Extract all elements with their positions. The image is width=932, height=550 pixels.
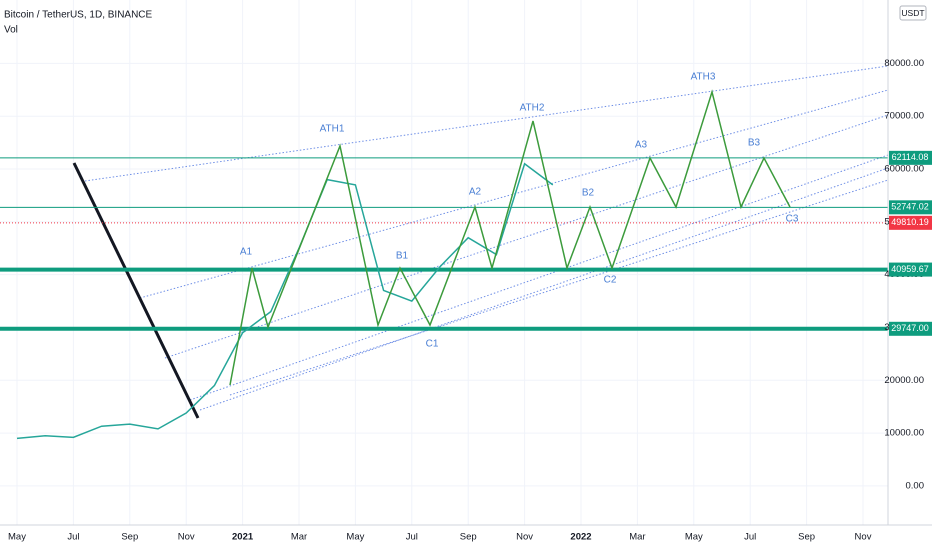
currency-badge[interactable]: [899, 5, 927, 21]
x-tick-label: Jul: [67, 532, 79, 543]
annotation: ATH3: [691, 72, 716, 83]
levels: [0, 157, 888, 331]
x-tick-label: Sep: [460, 532, 477, 543]
x-tick-label: Mar: [291, 532, 307, 543]
y-tick-label: 60000.00: [884, 164, 924, 175]
x-tick-label: Sep: [798, 532, 815, 543]
y-tick-label: 80000.00: [884, 58, 924, 69]
x-tick-label: May: [685, 532, 703, 543]
x-tick-label: May: [346, 532, 364, 543]
annotation: C1: [426, 339, 439, 350]
level-badge: [889, 262, 932, 277]
trend-line: [72, 162, 200, 419]
x-tick-label: May: [8, 532, 26, 543]
annotation: ATH1: [320, 124, 345, 135]
annotation: A2: [469, 187, 482, 198]
x-tick-label: Nov: [516, 532, 533, 543]
annotation: B3: [748, 138, 761, 149]
x-tick-label: Sep: [121, 532, 138, 543]
currency: USDT: [901, 8, 924, 18]
x-tick-label: Jul: [744, 532, 756, 543]
y-tick-label: 20000.00: [884, 375, 924, 386]
annotation: ATH2: [520, 103, 545, 114]
annotations: A1 ATH1 B1 C1 A2 ATH2 B2 C2 A3 ATH3 B3 C3: [240, 72, 799, 350]
price-line: [16, 162, 554, 440]
projection-path: [229, 89, 791, 386]
annotation: A3: [635, 140, 648, 151]
current-price-badge: [889, 215, 932, 230]
level-badge: [889, 321, 932, 336]
x-tick-label: Nov: [178, 532, 195, 543]
annotation: C2: [604, 275, 617, 286]
axes: 0.0010000.0020000.0030000.0040000.005000…: [8, 58, 932, 543]
volume-label: Vol: [4, 25, 18, 36]
x-tick-label: 2021: [232, 532, 254, 543]
level-badge: [889, 200, 932, 215]
y-tick-label: 10000.00: [884, 428, 924, 439]
x-tick-label: Jul: [406, 532, 418, 543]
channel-lines: [84, 65, 889, 411]
annotation: B1: [396, 251, 409, 262]
x-tick-label: Nov: [855, 532, 872, 543]
x-tick-label: Mar: [629, 532, 645, 543]
level-label: 52747.02: [891, 202, 929, 212]
header-title: Bitcoin / TetherUS, 1D, BINANCE: [4, 10, 153, 21]
y-tick-label: 0.00: [906, 480, 925, 491]
annotation: A1: [240, 247, 253, 258]
level-badge: [889, 150, 932, 165]
level-label: 62114.08: [892, 152, 929, 162]
annotation: C3: [786, 214, 799, 225]
x-tick-label: 2022: [570, 532, 591, 543]
y-tick-label: 70000.00: [884, 111, 924, 122]
level-label: 29747.00: [891, 323, 929, 333]
price: [16, 162, 554, 440]
current-price-label: 49810.19: [891, 217, 929, 227]
level-label: 40959.67: [891, 264, 929, 274]
annotation: B2: [582, 188, 595, 199]
